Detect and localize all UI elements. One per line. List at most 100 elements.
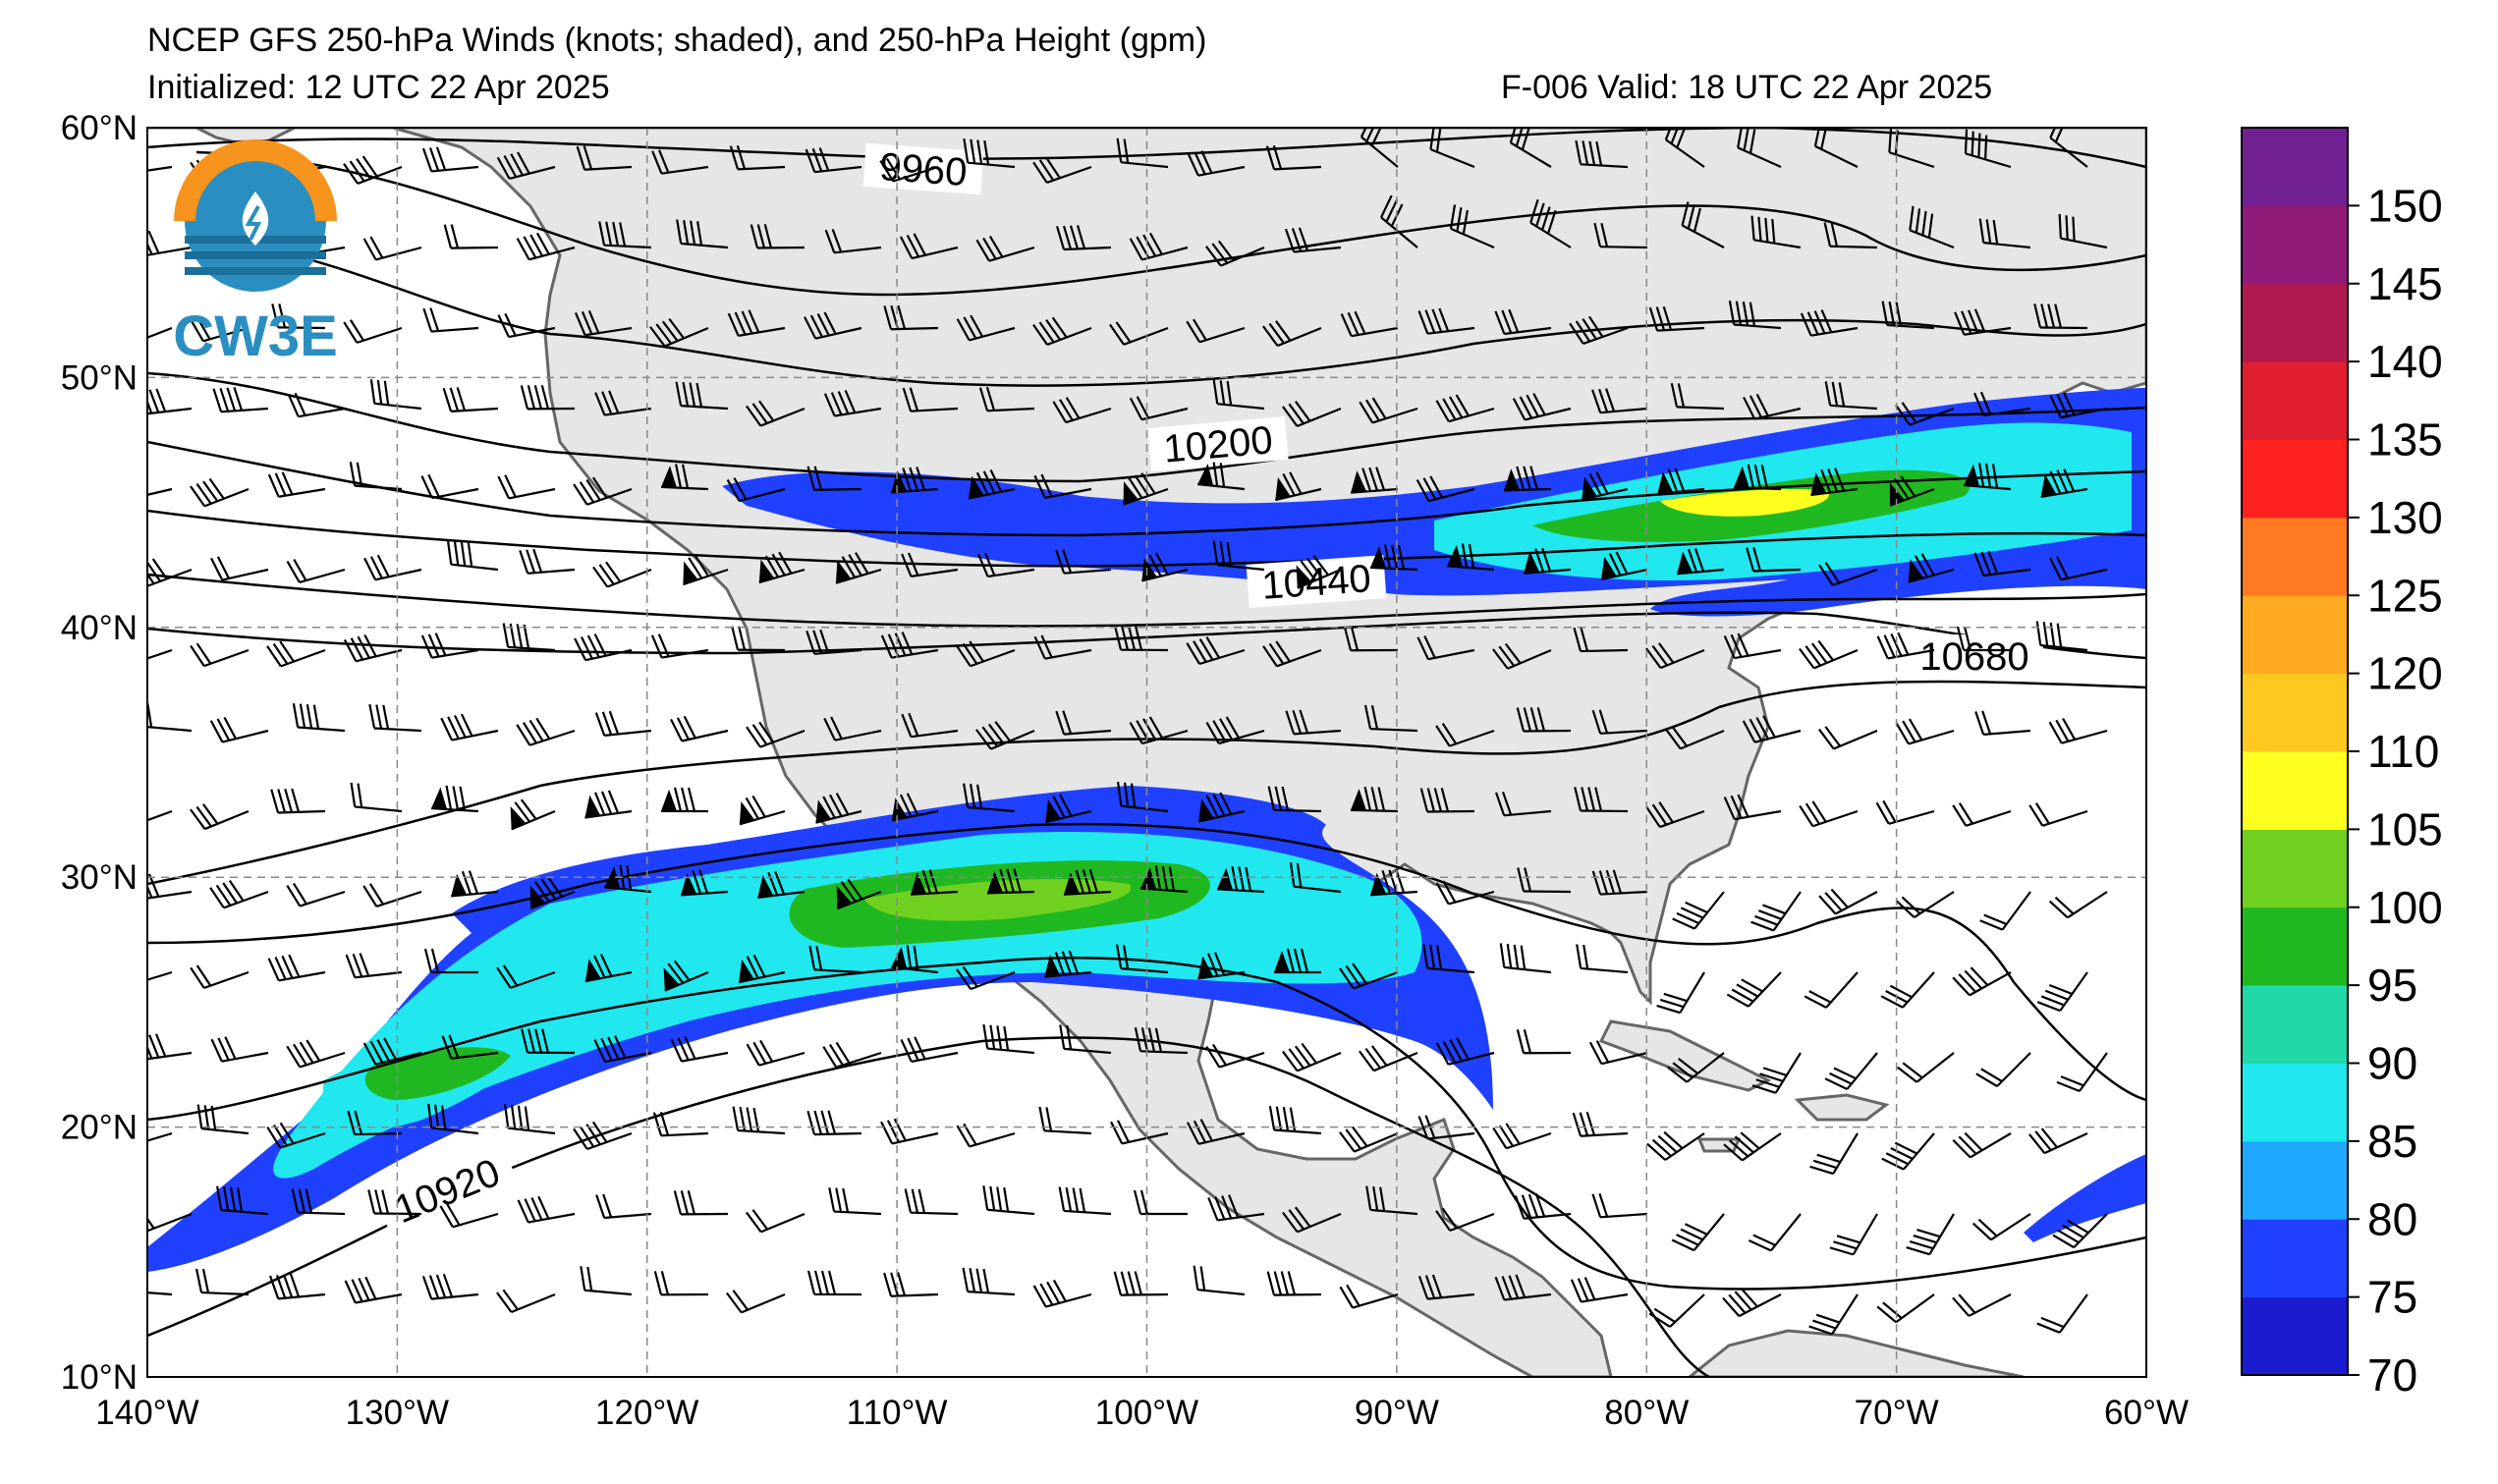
wind-barb [147,1290,173,1296]
wind-barb [573,476,633,506]
wind-barb [963,783,1016,813]
wind-barb [1895,891,1955,919]
wind-barb [2048,891,2108,919]
wind-barb [805,147,862,174]
wind-barb [1212,379,1265,411]
wind-barb [1823,222,1878,249]
wind-barb [1435,722,1495,747]
colorbar-swatch [2242,673,2348,752]
wind-barb [210,556,269,581]
colorbar-label: 90 [2367,1038,2417,1089]
wind-barb [726,477,786,503]
wind-barb [286,882,346,907]
wind-barb [982,1185,1035,1216]
wind-barb [209,880,269,909]
contour-line [147,440,2146,537]
wind-barb [368,703,422,733]
wind-barb [1964,463,2012,491]
wind-barb [746,400,805,427]
wind-barb [1289,862,1342,894]
wind-barb [1435,1207,1495,1233]
wind-barb [580,1266,633,1296]
wind-barb [1416,635,1475,661]
wind-barb [1876,632,1935,660]
wind-barb [1665,726,1725,750]
wind-barb [1573,627,1629,653]
wind-barb [147,230,193,257]
colorbar-swatch [2242,361,2348,440]
contour-line [195,234,2146,387]
colorbar-label: 150 [2367,180,2443,231]
wind-barb [650,633,709,659]
wind-barb [1052,397,1112,424]
wind-barb [1370,869,1418,897]
wind-barb [598,221,652,249]
wind-barb [1197,792,1246,823]
southern-jet-100kt [864,879,1132,921]
wind-barb [574,309,633,337]
colorbar-label: 120 [2367,648,2443,699]
wind-barb [1129,396,1189,421]
wind-barb [1591,709,1648,735]
wind-barb [1514,1193,1572,1220]
wind-barb [739,795,786,826]
wind-barb [349,462,403,491]
wind-barb [1964,129,2012,169]
wind-barb [726,1290,786,1314]
lon-tick-label: 100°W [1095,1394,1198,1432]
wind-barb [422,307,479,333]
wind-barb [1422,944,1475,974]
wind-barb [1576,944,1629,974]
wind-barb [1055,225,1112,251]
wind-barb [683,555,729,586]
colorbar-swatch [2242,751,2348,830]
wind-barb [1273,948,1322,974]
wind-barb [1743,393,1802,420]
wind-barb [1591,1192,1648,1219]
wind-barb [1267,786,1322,813]
wind-barb [1750,891,1802,932]
wind-barb [1979,891,2031,931]
wind-barb [1193,1265,1246,1296]
wind-barb [1212,540,1265,572]
wind-barb [1824,381,1878,411]
wind-barb [891,945,939,974]
wind-barb [749,224,805,249]
colorbar-swatch [2242,1219,2348,1298]
colorbar-swatch [2242,439,2348,519]
wind-barb [1952,1293,2012,1317]
wind-barb [2036,1293,2088,1334]
wind-barb [727,309,786,337]
wind-barb [1207,1194,1265,1222]
wind-barb [1282,401,1342,427]
wind-barb [1722,1288,1782,1318]
wind-barb [836,878,882,910]
wind-barb [738,954,786,984]
wind-barb [2049,556,2108,581]
wind-barb [1646,1130,1705,1161]
wind-barb [1897,1052,1955,1083]
wind-barb [1205,716,1265,745]
wind-barb [212,386,269,413]
wind-barb [977,552,1035,578]
wind-barb [2036,971,2088,1013]
wind-barb [1672,891,1725,930]
wind-barb [267,471,326,498]
wind-barb [901,552,959,577]
wind-barb [1818,888,1878,915]
wind-barb [266,1122,326,1149]
wind-barb [1365,1185,1418,1216]
chart-title: NCEP GFS 250-hPa Winds (knots; shaded), … [147,22,1207,59]
wind-barb [1359,1045,1418,1072]
wind-barb [1285,709,1342,736]
wind-barb [963,138,1016,169]
colorbar-label: 110 [2367,726,2439,777]
wind-barb [1575,139,1629,169]
wind-barb [147,558,193,587]
height-contours [147,128,2146,1377]
wind-barb [1600,551,1648,580]
wind-barb [1416,475,1475,503]
wind-barb [2048,717,2108,744]
wind-barb [576,145,633,171]
colorbar-label: 130 [2367,492,2443,543]
